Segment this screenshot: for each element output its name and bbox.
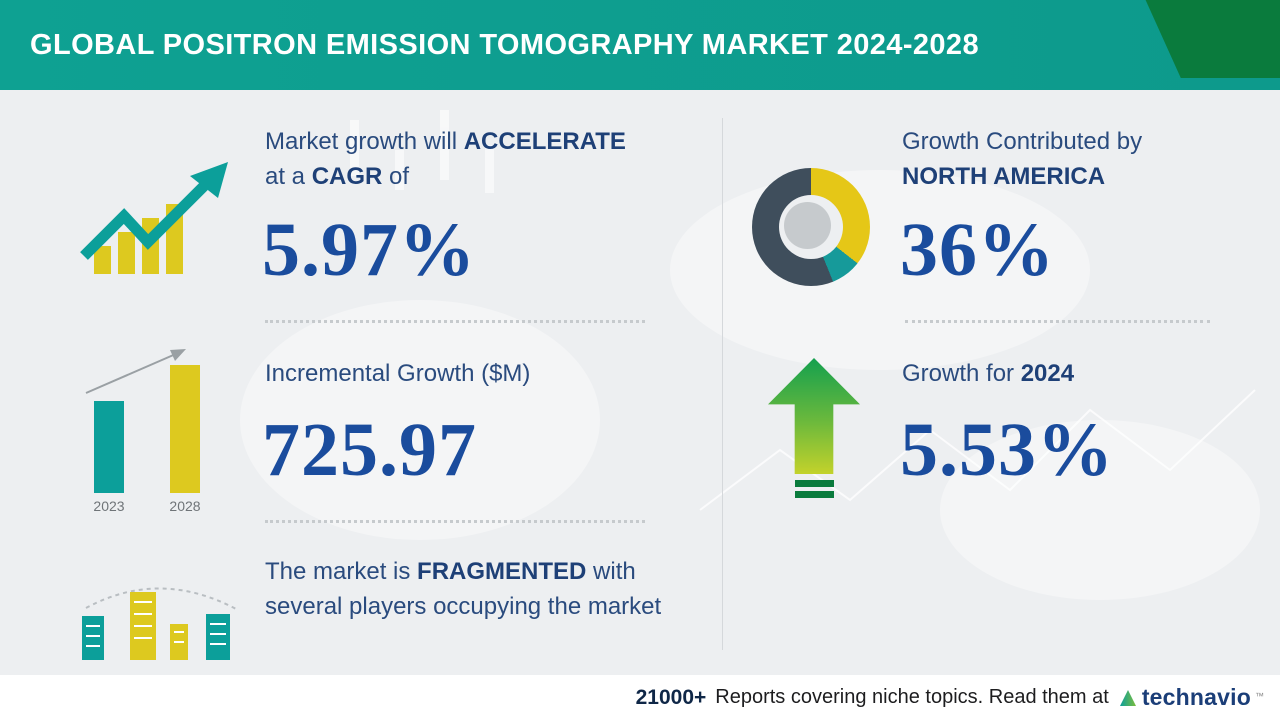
buildings-arc <box>85 587 239 611</box>
arrow-stripe <box>795 480 834 487</box>
fragmentation-rest: with several players occupying the marke… <box>265 558 662 620</box>
fragmentation-prefix: The market is <box>265 558 418 585</box>
contribution-line1: Growth Contributed by <box>902 128 1143 155</box>
cagr-caption: Market growth will ACCELERATE at a CAGR … <box>265 124 626 194</box>
incremental-value: 725.97 <box>262 408 477 492</box>
growth-prefix: Growth for <box>902 360 1021 387</box>
stock-line-watermark <box>699 389 1256 511</box>
fragmentation-caption: The market is FRAGMENTED with several pl… <box>265 554 680 624</box>
candlestick-watermark <box>350 110 494 193</box>
building-windows <box>86 601 226 647</box>
donut-chart-icon <box>752 168 870 286</box>
year-end-label: 2028 <box>169 498 200 514</box>
year-start-label: 2023 <box>93 498 124 514</box>
growth-value: 5.53% <box>900 408 1114 492</box>
line-chart-up-icon <box>80 162 228 274</box>
header-banner: GLOBAL POSITRON EMISSION TOMOGRAPHY MARK… <box>0 0 1280 90</box>
fragmentation-word: FRAGMENTED <box>417 558 587 585</box>
technavio-logo: technavio ™ <box>1118 684 1264 711</box>
cagr-caption-line2: at a CAGR of <box>265 159 626 194</box>
separator-left-2 <box>265 520 645 523</box>
contribution-region: NORTH AMERICA <box>902 163 1106 190</box>
trend-arrowhead <box>190 162 228 198</box>
growth-arrowhead <box>170 349 186 361</box>
cagr-at-a: at a <box>265 163 312 190</box>
world-map-watermark <box>240 110 1260 600</box>
separator-left-1 <box>265 320 645 323</box>
brand-name: technavio <box>1141 684 1251 710</box>
cagr-of: of <box>382 163 410 190</box>
cagr-accelerate: ACCELERATE <box>463 128 626 155</box>
growth-arrow-line <box>85 352 179 394</box>
growth-caption: Growth for 2024 <box>902 356 1074 391</box>
cagr-word: CAGR <box>311 163 383 190</box>
page-title: GLOBAL POSITRON EMISSION TOMOGRAPHY MARK… <box>30 29 979 61</box>
arrow-stripe <box>795 491 834 498</box>
trend-line <box>80 182 208 260</box>
growth-year: 2024 <box>1020 360 1075 387</box>
bar-growth-icon: 2023 2028 <box>85 349 201 514</box>
buildings-group <box>82 592 230 660</box>
separator-right-1 <box>905 320 1210 323</box>
cagr-value: 5.97% <box>262 208 476 292</box>
cagr-prefix: Market growth will <box>265 128 464 155</box>
footer-note: Reports covering niche topics. Read them… <box>715 686 1109 708</box>
donut-core <box>784 202 831 249</box>
bar-2023 <box>94 401 124 493</box>
footer-bar: 21000+ Reports covering niche topics. Re… <box>0 675 1280 720</box>
contribution-caption: Growth Contributed by NORTH AMERICA <box>902 124 1142 194</box>
bar-2028 <box>170 365 200 493</box>
cagr-caption-line1: Market growth will ACCELERATE <box>265 124 626 159</box>
incremental-caption: Incremental Growth ($M) <box>265 360 531 387</box>
contribution-value: 36% <box>900 208 1055 292</box>
trademark-symbol: ™ <box>1255 691 1264 701</box>
technavio-arrow-icon <box>1119 689 1136 706</box>
city-buildings-icon <box>82 587 239 660</box>
column-divider <box>722 118 723 650</box>
donut-hole <box>779 195 843 259</box>
report-count: 21000+ <box>635 685 707 709</box>
